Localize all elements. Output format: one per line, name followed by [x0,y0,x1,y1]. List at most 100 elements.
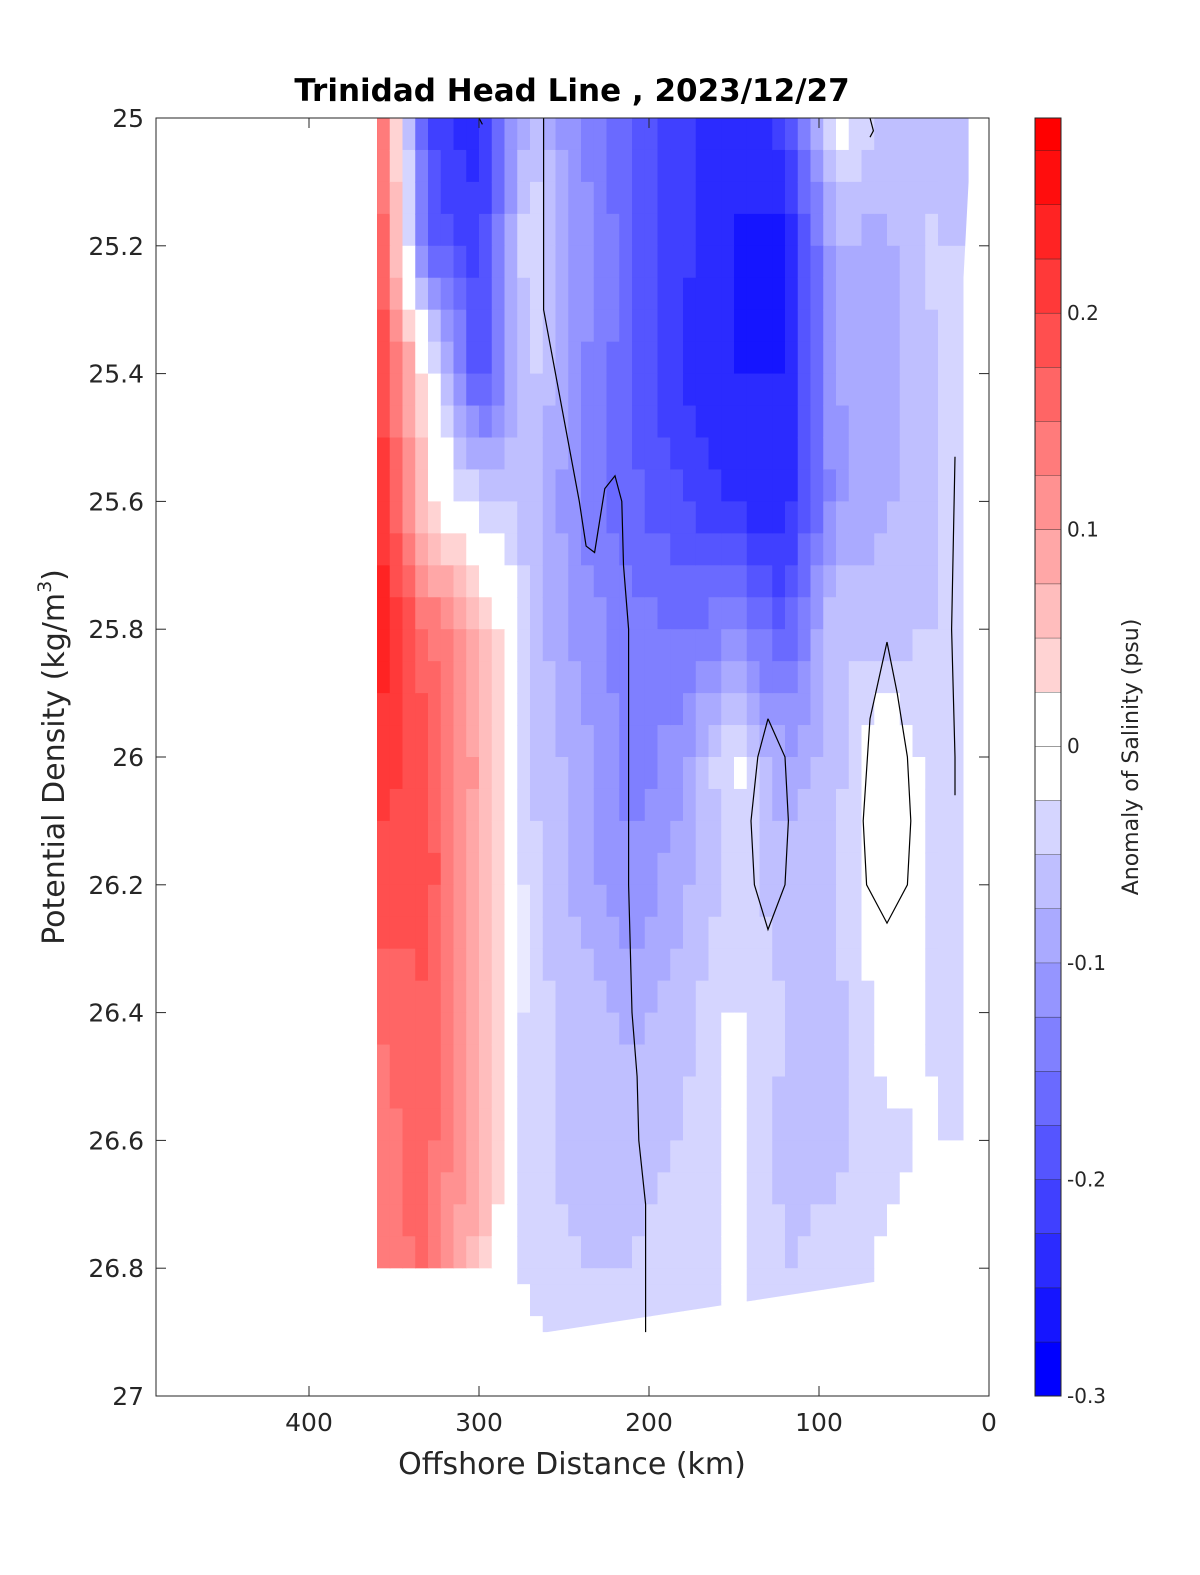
heatmap-cell [632,437,646,471]
heatmap-cell [517,725,531,758]
heatmap-cell [797,948,812,982]
heatmap-cell [555,341,569,375]
heatmap-cell [593,757,608,790]
heatmap-cell [491,852,506,886]
heatmap-cell [925,309,939,343]
heatmap-cell [402,852,416,886]
heatmap-cell [402,501,416,534]
heatmap-cell [695,1268,710,1285]
heatmap-cell [848,501,863,534]
heatmap-cell [810,693,824,726]
heatmap-cell [517,1316,531,1333]
heatmap-cell [874,469,888,502]
heatmap-cell [861,597,875,630]
heatmap-cell [823,980,837,1014]
heatmap-cell [912,533,926,566]
heatmap-cell [734,1172,748,1205]
heatmap-cell [428,469,442,502]
heatmap-cell [428,693,442,726]
heatmap-cell [632,1300,646,1317]
heatmap-cell [785,277,799,311]
heatmap-cell [466,245,480,279]
heatmap-cell [466,501,480,534]
heatmap-cell [683,437,697,471]
heatmap-cell [810,501,824,534]
heatmap-cell [415,725,429,758]
heatmap-cell [504,852,518,886]
heatmap-cell [708,1204,722,1237]
heatmap-cell [721,693,735,726]
heatmap-cell [657,1284,671,1301]
heatmap-cell [491,1044,506,1078]
heatmap-cell [504,661,518,694]
heatmap-cell [887,1012,901,1046]
heatmap-cell [670,980,684,1014]
heatmap-cell [746,405,761,439]
heatmap-cell [785,948,799,982]
heatmap-cell [491,1140,506,1173]
heatmap-cell [619,820,633,854]
heatmap-cell [861,1268,875,1285]
heatmap-cell [759,565,773,598]
heatmap-cell [925,597,939,630]
heatmap-cell [453,213,467,247]
heatmap-cell [555,916,569,950]
colorbar-band [1035,1287,1061,1342]
heatmap-cell [695,1044,710,1078]
heatmap-cell [721,884,735,918]
heatmap-cell [746,629,761,662]
heatmap-cell [874,501,888,534]
heatmap-cell [874,341,888,375]
heatmap-cell [517,1044,531,1078]
heatmap-cell [899,852,914,886]
heatmap-cell [759,341,773,375]
heatmap-cell [593,725,608,758]
heatmap-cell [581,693,595,726]
heatmap-cell [683,1012,697,1046]
heatmap-cell [428,1172,442,1205]
heatmap-cell [415,501,429,534]
heatmap-cell [415,1012,429,1046]
heatmap-cell [670,1044,684,1078]
heatmap-cell [517,1284,531,1301]
heatmap-cell [581,1284,595,1301]
heatmap-cell [428,149,442,183]
heatmap-cell [925,916,939,950]
heatmap-cell [721,149,735,183]
heatmap-cell [389,1012,404,1046]
heatmap-cell [530,820,544,854]
heatmap-cell [530,501,544,534]
heatmap-cell [555,1012,569,1046]
heatmap-cell [657,788,671,822]
heatmap-cell [619,1172,633,1205]
heatmap-cell [428,1076,442,1110]
heatmap-cell [785,916,799,950]
heatmap-cell [453,565,467,598]
heatmap-cell [504,341,518,375]
heatmap-cell [887,437,901,471]
heatmap-cell [428,1108,442,1141]
heatmap-cell [836,1012,850,1046]
heatmap-cell [823,597,837,630]
heatmap-cell [402,565,416,598]
heatmap-cell [657,1172,671,1205]
heatmap-cell [874,820,888,854]
heatmap-cell [887,245,901,279]
heatmap-cell [670,181,684,215]
y-axis-title-main: Potential Density (kg/m [37,593,72,945]
heatmap-cell [440,1236,455,1269]
heatmap-cell [721,405,735,439]
heatmap-cell [836,1204,850,1237]
heatmap-cell [606,181,620,215]
heatmap-cell [823,405,837,439]
heatmap-cell [912,181,926,215]
heatmap-cell [517,980,531,1014]
heatmap-cell [938,118,969,247]
heatmap-cell [912,405,926,439]
heatmap-cell [708,597,722,630]
colorbar-band [1035,475,1061,530]
heatmap-cell [377,1044,391,1078]
heatmap-cell [670,629,684,662]
